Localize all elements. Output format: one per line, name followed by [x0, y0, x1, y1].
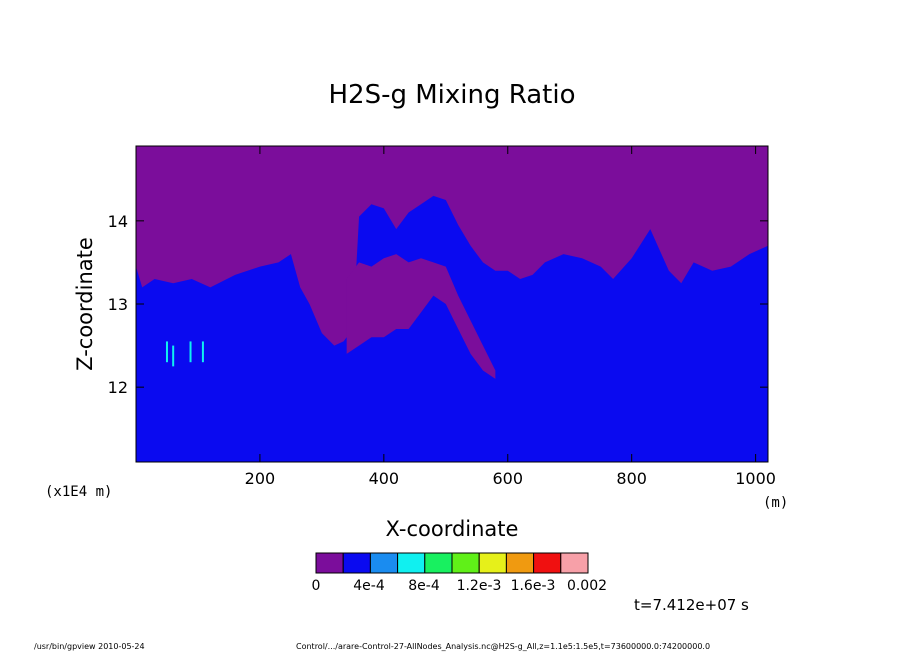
x-tick-label: 200 [245, 469, 276, 488]
colorbar-label: 0.002 [567, 578, 607, 594]
colorbar-swatch [342, 552, 371, 574]
colorbar-swatch [397, 552, 426, 574]
contour-field [136, 146, 768, 463]
y-tick-label: 14 [108, 212, 128, 231]
chart-title: H2S-g Mixing Ratio [328, 80, 575, 110]
colorbar-swatch [560, 552, 589, 574]
x-tick-label: 800 [616, 469, 647, 488]
colorbar-label: 8e-4 [408, 578, 440, 594]
footer-source: Control/.../arare-Control-27-AllNodes_An… [296, 642, 711, 651]
x-tick-label: 400 [369, 469, 400, 488]
x-axis-label: X-coordinate [386, 517, 519, 541]
colorbar-label: 0 [312, 578, 321, 594]
contour-level-1 [136, 195, 768, 463]
colorbar-swatch [369, 552, 399, 574]
colorbar-swatch [424, 552, 453, 574]
colorbar-label: 4e-4 [353, 578, 385, 594]
y-tick-label: 13 [108, 295, 128, 314]
time-label: t=7.412e+07 s [634, 596, 749, 614]
y-axis-label: Z-coordinate [73, 237, 97, 371]
colorbar-swatch [533, 552, 562, 574]
colorbar-swatch [505, 552, 535, 574]
x-unit: (m) [763, 495, 788, 511]
x-tick-label: 600 [492, 469, 523, 488]
colorbar-swatch [315, 552, 344, 574]
colorbar-label: 1.6e-3 [511, 578, 556, 594]
colorbar-label: 1.2e-3 [457, 578, 502, 594]
colorbar-swatch [478, 552, 507, 574]
contour-channel [346, 254, 496, 379]
colorbar: 0 4e-4 8e-4 1.2e-3 1.6e-3 0.002 [312, 552, 607, 594]
y-tick-label: 12 [108, 378, 128, 397]
footer-program: /usr/bin/gpview 2010-05-24 [34, 642, 145, 651]
axes: 200 400 600 800 1000 12 13 14 [108, 145, 776, 488]
x-tick-label: 1000 [735, 469, 776, 488]
colorbar-swatch [451, 552, 480, 574]
y-scale-note: (x1E4 m) [45, 484, 112, 500]
